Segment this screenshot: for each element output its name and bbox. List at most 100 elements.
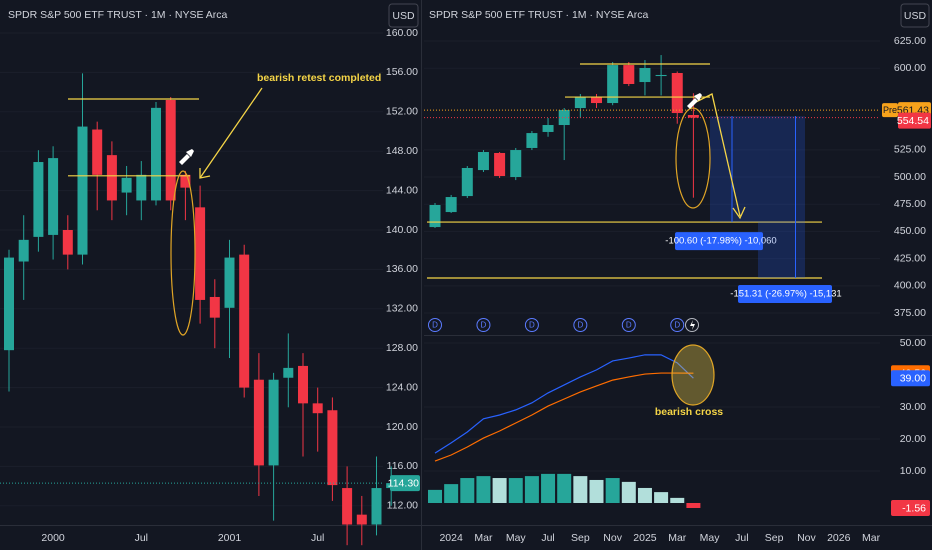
y-tick-label: 144.00 xyxy=(386,184,418,196)
measure-box xyxy=(758,116,805,278)
lightning-icon xyxy=(690,320,695,330)
histogram-bar xyxy=(476,476,491,503)
event-marker[interactable] xyxy=(428,318,442,332)
event-marker[interactable] xyxy=(524,318,539,332)
event-marker[interactable] xyxy=(670,318,685,332)
event-marker[interactable] xyxy=(476,318,491,332)
pre-tag xyxy=(882,103,898,118)
y-tick-label: 124.00 xyxy=(386,381,418,393)
candle-body xyxy=(283,367,294,378)
candle-body xyxy=(639,68,651,83)
y-tick-label: 116.00 xyxy=(387,460,418,472)
candle-body xyxy=(18,239,29,262)
histogram-bar xyxy=(654,492,669,503)
highlight-ellipse xyxy=(170,170,196,336)
measure-label: -100.60 (-17.98%) -10,060 xyxy=(665,236,776,247)
currency-button[interactable] xyxy=(388,3,419,28)
highlight-ellipse xyxy=(675,107,711,209)
y-tick-label: 20.00 xyxy=(900,433,926,445)
y-tick-label: 500.00 xyxy=(894,171,926,183)
y-tick-label: 600.00 xyxy=(894,62,926,74)
x-tick-label: Nov xyxy=(603,532,622,544)
x-tick-label: Sep xyxy=(571,532,590,544)
y-tick-label: 156.00 xyxy=(386,66,418,78)
x-tick-label: Jul xyxy=(311,532,324,544)
histogram-bar xyxy=(557,473,572,503)
candle-body xyxy=(574,97,586,109)
event-label[interactable]: D xyxy=(674,321,680,330)
histogram-bar xyxy=(541,473,556,503)
y-tick-label: 136.00 xyxy=(386,263,418,275)
y-tick-label: 160.00 xyxy=(386,27,418,39)
annotation: bearish retest completed xyxy=(257,72,381,84)
currency-button[interactable] xyxy=(900,3,930,28)
candle-body xyxy=(461,167,473,197)
candle-body xyxy=(526,133,538,148)
x-tick-label: May xyxy=(700,532,721,544)
candle-body xyxy=(298,365,308,404)
last-price-box xyxy=(390,475,420,492)
candle-body xyxy=(687,115,699,118)
hammer-icon xyxy=(179,149,194,165)
event-label[interactable]: D xyxy=(432,321,438,330)
last-value-label-box xyxy=(891,499,930,516)
indicator-line xyxy=(434,372,694,462)
annotation: bearish cross xyxy=(655,406,723,418)
chart-title: SPDR S&P 500 ETF TRUST · 1M · NYSE Arca xyxy=(429,9,649,21)
candle-body xyxy=(136,174,147,201)
y-tick-label: 120.00 xyxy=(386,421,418,433)
x-tick-label: 2000 xyxy=(41,532,65,544)
currency[interactable]: USD xyxy=(904,10,927,22)
histogram-bar xyxy=(444,484,459,503)
histogram-bar xyxy=(460,478,475,503)
event-label[interactable]: D xyxy=(529,321,535,330)
x-tick-label: 2001 xyxy=(218,532,242,544)
y-tick-label: 450.00 xyxy=(894,225,926,237)
arrow-head xyxy=(199,168,211,179)
candle-body xyxy=(77,126,88,255)
pre-tag-label: Pre xyxy=(883,105,897,115)
y-tick-label: 128.00 xyxy=(386,342,418,354)
event-label[interactable]: D xyxy=(626,321,632,330)
candle-body xyxy=(92,129,103,175)
candle-body xyxy=(542,125,554,132)
x-tick-label: Jul xyxy=(735,532,748,544)
event-marker[interactable] xyxy=(685,318,699,332)
event-label[interactable]: D xyxy=(577,321,583,330)
candle-body xyxy=(342,488,353,525)
last-price-label: 114.30 xyxy=(388,477,419,489)
last-price-label: 554.54 xyxy=(897,115,929,127)
x-tick-label: Nov xyxy=(797,532,816,544)
chart-title: SPDR S&P 500 ETF TRUST · 1M · NYSE Arca xyxy=(8,9,228,21)
candle-body xyxy=(510,150,522,178)
candle-body xyxy=(371,488,382,525)
event-marker[interactable] xyxy=(621,318,636,332)
x-tick-label: Jul xyxy=(135,532,148,544)
candle-body xyxy=(4,257,14,351)
y-tick-label: 525.00 xyxy=(894,144,926,156)
histogram-bar xyxy=(637,487,652,503)
candle-body xyxy=(312,403,323,414)
last-price-box xyxy=(898,112,931,129)
y-tick-label: 475.00 xyxy=(894,198,926,210)
measure-label-box xyxy=(675,232,763,251)
candle-body xyxy=(62,229,73,255)
event-label[interactable]: D xyxy=(481,321,487,330)
histogram-bar xyxy=(524,476,539,503)
candle-body xyxy=(429,204,441,228)
histogram-bar xyxy=(686,503,701,508)
x-tick-label: Jul xyxy=(541,532,554,544)
candle-body xyxy=(327,410,338,486)
event-marker[interactable] xyxy=(573,318,588,332)
x-tick-label: Sep xyxy=(765,532,784,544)
currency[interactable]: USD xyxy=(392,10,415,22)
candle-body xyxy=(33,162,44,237)
x-tick-label: Mar xyxy=(474,532,493,544)
y-tick-label: 152.00 xyxy=(386,106,418,118)
candle-body xyxy=(655,74,667,77)
y-tick-label: 425.00 xyxy=(894,252,926,264)
candle-body xyxy=(356,514,367,525)
